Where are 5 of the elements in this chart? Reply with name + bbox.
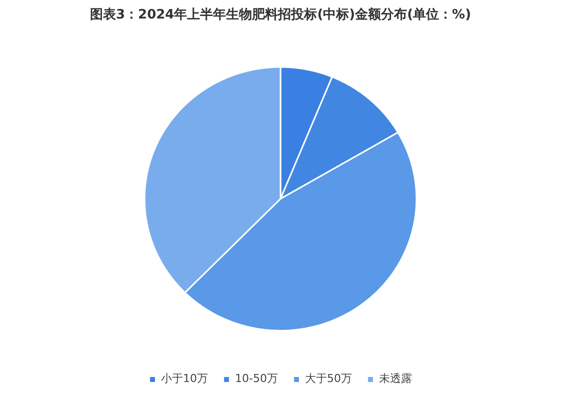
legend-label: 大于50万	[304, 371, 352, 386]
chart-title: 图表3：2024年上半年生物肥料招投标(中标)金额分布(单位：%)	[90, 6, 472, 22]
legend-label: 未透露	[378, 371, 412, 386]
legend-label: 10-50万	[235, 371, 278, 386]
legend-label: 小于10万	[161, 371, 208, 386]
